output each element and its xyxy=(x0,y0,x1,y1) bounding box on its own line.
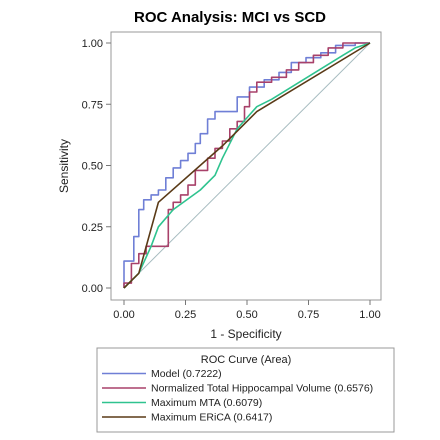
legend-entry: Maximum ERiCA (0.6417) xyxy=(151,412,272,424)
y-axis: 0.00 0.25 0.50 0.75 1.00 xyxy=(82,38,111,295)
x-tick-label: 0.25 xyxy=(175,309,196,321)
chart-title: ROC Analysis: MCI vs SCD xyxy=(134,9,326,26)
legend-title: ROC Curve (Area) xyxy=(201,354,291,366)
legend-box xyxy=(96,347,395,433)
x-tick-label: 0.00 xyxy=(113,309,134,321)
x-axis: 0.00 0.25 0.50 0.75 1.00 xyxy=(113,300,381,321)
x-tick-label: 1.00 xyxy=(359,309,380,321)
y-tick-label: 0.75 xyxy=(82,99,103,111)
series-line-4 xyxy=(123,42,371,289)
y-axis-label: Sensitivity xyxy=(57,139,71,193)
legend-entry: Normalized Total Hippocampal Volume (0.6… xyxy=(151,383,373,395)
series-line-1 xyxy=(123,42,370,288)
x-tick-label: 0.50 xyxy=(236,309,257,321)
reference-diagonal-line xyxy=(123,42,371,289)
series-line-3 xyxy=(123,42,371,289)
y-tick-label: 0.00 xyxy=(82,283,103,295)
legend-entry: Maximum MTA (0.6079) xyxy=(151,397,262,409)
series-line-2 xyxy=(123,42,370,288)
y-tick-label: 0.50 xyxy=(82,161,103,173)
series-layer xyxy=(123,42,371,289)
legend-entry: Model (0.7222) xyxy=(151,368,222,380)
y-tick-label: 0.25 xyxy=(82,222,103,234)
y-tick-label: 1.00 xyxy=(82,38,103,50)
x-axis-label: 1 - Specificity xyxy=(210,327,281,341)
x-tick-label: 0.75 xyxy=(298,309,319,321)
legend: Model (0.7222) Normalized Total Hippocamp… xyxy=(102,368,373,424)
